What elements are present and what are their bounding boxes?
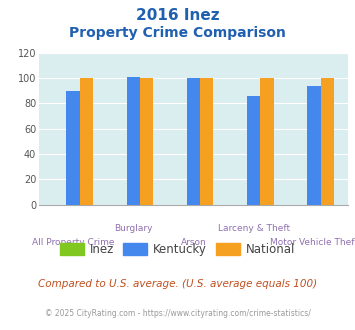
Text: Motor Vehicle Theft: Motor Vehicle Theft bbox=[270, 238, 355, 247]
Bar bbox=[260, 78, 274, 205]
Text: Larceny & Theft: Larceny & Theft bbox=[218, 224, 290, 233]
Bar bbox=[66, 91, 80, 205]
Text: Arson: Arson bbox=[181, 238, 206, 247]
Bar bbox=[80, 78, 93, 205]
Text: Compared to U.S. average. (U.S. average equals 100): Compared to U.S. average. (U.S. average … bbox=[38, 279, 317, 289]
Bar bbox=[187, 78, 200, 205]
Text: © 2025 CityRating.com - https://www.cityrating.com/crime-statistics/: © 2025 CityRating.com - https://www.city… bbox=[45, 309, 310, 317]
Bar bbox=[140, 78, 153, 205]
Legend: Inez, Kentucky, National: Inez, Kentucky, National bbox=[55, 239, 300, 261]
Bar bbox=[247, 96, 260, 205]
Bar bbox=[307, 86, 321, 205]
Text: Property Crime Comparison: Property Crime Comparison bbox=[69, 26, 286, 40]
Bar bbox=[200, 78, 213, 205]
Bar bbox=[321, 78, 334, 205]
Text: 2016 Inez: 2016 Inez bbox=[136, 8, 219, 23]
Bar bbox=[127, 77, 140, 205]
Text: Burglary: Burglary bbox=[114, 224, 153, 233]
Text: All Property Crime: All Property Crime bbox=[32, 238, 114, 247]
